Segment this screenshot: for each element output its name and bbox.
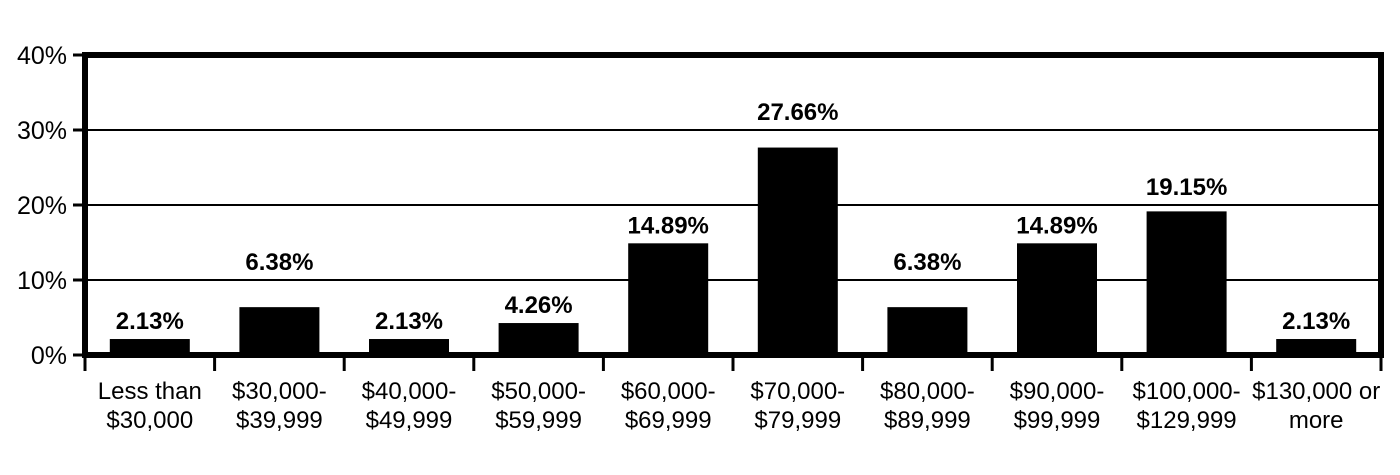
bar-value-label: 14.89% [1016,212,1097,239]
x-category-label: more [1289,407,1344,434]
bar [369,339,449,355]
bar [1146,211,1227,355]
bar-value-label: 2.13% [375,308,443,335]
bar [628,243,709,355]
bar-value-label: 19.15% [1146,174,1227,201]
y-axis-tick-label: 40% [17,42,67,70]
bar [109,339,190,355]
bar-value-label: 6.38% [245,249,313,276]
x-category-label: $40,000- [362,378,457,405]
bar-value-label: 2.13% [1282,308,1350,335]
x-category-label: Less than [98,378,202,405]
x-category-label: $30,000 [106,407,193,434]
bar-value-label: 14.89% [627,212,708,239]
bar [1017,243,1097,355]
bar [887,307,968,355]
bar [757,147,838,355]
x-category-label: $30,000- [232,378,327,405]
x-category-label: $60,000- [621,378,716,405]
x-category-label: $70,000- [750,378,845,405]
x-category-label: $39,999 [236,407,323,434]
y-axis-tick-label: 30% [17,117,67,145]
bar-value-label: 4.26% [505,292,573,319]
bar-value-label: 6.38% [893,249,961,276]
x-category-label: $80,000- [880,378,975,405]
x-category-label: $89,999 [884,407,971,434]
y-axis-tick-label: 10% [17,267,67,295]
bar [498,323,579,355]
bar [1276,339,1357,355]
x-category-label: $59,999 [495,407,582,434]
x-category-label: $69,999 [625,407,712,434]
y-axis-tick-label: 20% [17,192,67,220]
x-category-label: $90,000- [1010,378,1105,405]
x-category-label: $99,999 [1014,407,1101,434]
x-category-label: $100,000- [1133,378,1241,405]
x-category-label: $129,999 [1137,407,1237,434]
bar-value-label: 2.13% [116,308,184,335]
bar-value-label: 27.66% [757,99,838,126]
y-axis-tick-label: 0% [31,342,67,370]
x-category-label: $49,999 [366,407,453,434]
x-category-label: $79,999 [754,407,841,434]
x-category-label: $130,000 or [1252,378,1380,405]
x-category-label: $50,000- [491,378,586,405]
bar [239,307,320,355]
